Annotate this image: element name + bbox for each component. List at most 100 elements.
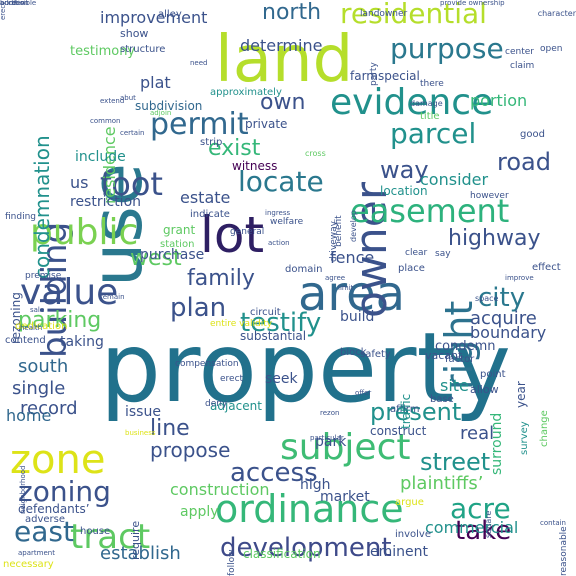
cloud-word: involve [395,529,432,540]
cloud-word: subject [280,427,411,468]
cloud-word: ingress [265,209,291,217]
cloud-word: show [120,27,149,40]
cloud-word: follow [227,549,237,576]
cloud-word: block [340,347,367,358]
cloud-word: take [455,516,512,546]
cloud-word: survey [519,421,530,455]
cloud-word: provide ownership [440,0,505,7]
cloud-word: improvement [100,8,208,27]
cloud-word: certain [120,129,145,137]
cloud-word: condemnation [30,135,54,280]
cloud-word: grant [163,223,196,237]
cloud-word: south [18,356,69,377]
cloud-word: argue [395,497,424,508]
cloud-word: purpose [390,32,504,65]
cloud-word: exist [208,136,261,161]
cloud-word: permit [150,107,249,142]
cloud-word: access [230,458,318,488]
cloud-word: sale [30,306,45,314]
cloud-word: public [30,212,139,253]
cloud-word: open [540,44,563,54]
cloud-word: witness [232,159,278,173]
cloud-word: street [420,448,491,476]
cloud-word: west [130,246,182,271]
cloud-word: apartment [18,549,55,557]
cloud-word: acquire [470,308,537,329]
cloud-word: contend [5,335,46,346]
cloud-word: zoning [18,475,111,508]
cloud-word: general [230,227,265,237]
cloud-word: driveway [329,220,339,262]
cloud-word: structure [120,44,166,55]
cloud-word: vacant [425,349,463,362]
cloud-word: adverse [25,514,66,525]
cloud-word: alley [158,9,182,20]
cloud-word: premise [25,271,62,281]
cloud-word: parking [18,308,102,333]
cloud-word: compensation [175,359,239,369]
cloud-word: there [420,79,444,89]
cloud-word: claim [510,61,535,71]
cloud-word: east [14,515,74,548]
cloud-word: development [220,533,392,563]
cloud-word: seek [265,371,298,387]
cloud-word: market [320,489,370,505]
cloud-word: acre [450,492,511,525]
cloud-word: space [475,294,499,303]
cloud-word: indicate [190,209,230,220]
cloud-word: defendants’ [18,502,90,516]
cloud-word: restriction [70,194,142,210]
cloud-word: however [470,191,509,201]
cloud-word: business [125,429,156,437]
cloud-word: build [340,309,375,325]
cloud-word: single [12,378,66,399]
cloud-word: highway [448,226,541,251]
cloud-word: farmspecial [350,69,420,83]
cloud-word: circuit [250,307,281,318]
cloud-word: affirm [390,404,420,415]
cloud-word: testify [240,308,322,338]
cloud-word: domain [285,264,323,275]
cloud-word: base [430,394,454,405]
cloud-word: evidence [330,82,494,123]
cloud-word: burden [0,0,25,7]
cloud-word: entire validity [210,319,273,329]
cloud-word: property [100,312,511,424]
cloud-word: extend [100,97,125,105]
cloud-word: allow [470,383,499,396]
cloud-word: agree [325,274,346,282]
cloud-word: neighborhood [19,465,27,514]
cloud-word: say [435,249,451,259]
cloud-word: propose [150,438,231,462]
cloud-word: cross [305,149,326,158]
cloud-word: fence [330,248,375,267]
cloud-word: limit [338,284,354,292]
cloud-word: own [260,90,306,115]
cloud-word: welfare [270,217,304,227]
cloud-word: zone [10,437,106,483]
cloud-word: approximately [210,87,282,98]
cloud-word: health [20,324,43,332]
cloud-word: high [300,477,331,493]
cloud-word: record [20,398,78,419]
cloud-word: determine [240,36,323,55]
cloud-word: north [262,0,322,25]
cloud-word: adjacent [210,399,262,413]
cloud-word: year [514,381,528,408]
cloud-word: condemn [435,339,496,354]
cloud-word: place [398,263,425,274]
cloud-word: safety [360,349,391,360]
cloud-word: testimony [70,44,136,59]
cloud-word: value [20,272,119,313]
cloud-word: point [480,369,506,380]
cloud-word: construction [170,480,270,499]
cloud-word: improve [505,274,534,282]
cloud-word: damage [410,99,443,108]
cloud-word: construct [370,424,427,438]
cloud-word: estate [180,188,231,207]
cloud-word: factor [445,354,475,365]
cloud-word: traffic [399,393,413,429]
cloud-word: establish [100,543,181,564]
cloud-word: area [298,266,406,322]
